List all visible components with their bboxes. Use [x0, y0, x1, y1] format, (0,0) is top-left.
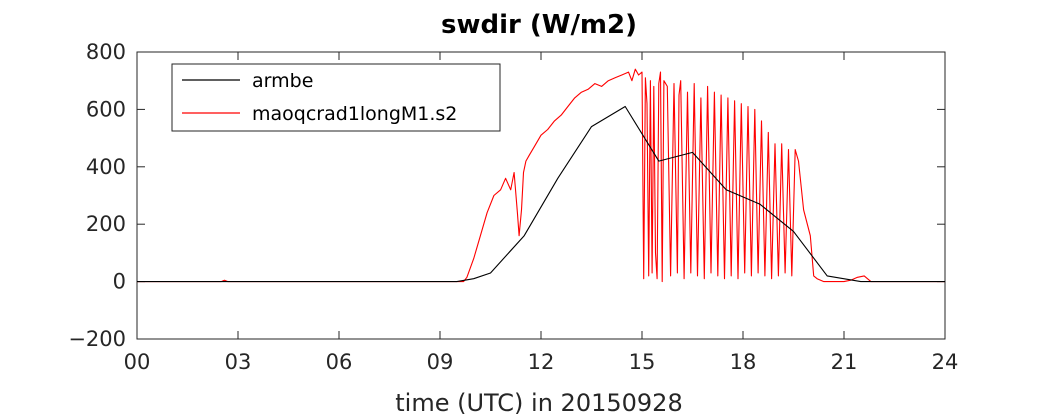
x-tick-label: 15 — [629, 350, 656, 374]
x-tick-label: 00 — [124, 350, 151, 374]
y-tick-label: 800 — [86, 40, 126, 64]
y-tick-label: 400 — [86, 155, 126, 179]
x-axis-label: time (UTC) in 20150928 — [395, 389, 682, 417]
y-tick-label: 200 — [86, 212, 126, 236]
x-tick-label: 21 — [831, 350, 858, 374]
legend: armbe maoqcrad1longM1.s2 — [171, 63, 501, 132]
legend-label: maoqcrad1longM1.s2 — [252, 103, 457, 125]
series-line-maoqcrad1longm1-s2 — [137, 68, 945, 283]
x-tick-label: 12 — [528, 350, 555, 374]
x-tick-label: 18 — [730, 350, 757, 374]
chart-title: swdir (W/m2) — [441, 10, 637, 40]
y-tick-label: 600 — [86, 97, 126, 121]
y-tick-label: 0 — [113, 270, 126, 294]
x-tick-label: 09 — [427, 350, 454, 374]
x-tick-label: 24 — [932, 350, 959, 374]
x-tick-label: 03 — [225, 350, 252, 374]
legend-label: armbe — [252, 70, 313, 92]
x-tick-label: 06 — [326, 350, 353, 374]
series-line-armbe — [137, 105, 945, 283]
plot-area: 00 03 06 09 12 15 18 21 24 −200 0 200 400 600 800 — [68, 40, 958, 374]
y-tick-label: −200 — [68, 327, 126, 351]
legend-box — [171, 63, 501, 132]
